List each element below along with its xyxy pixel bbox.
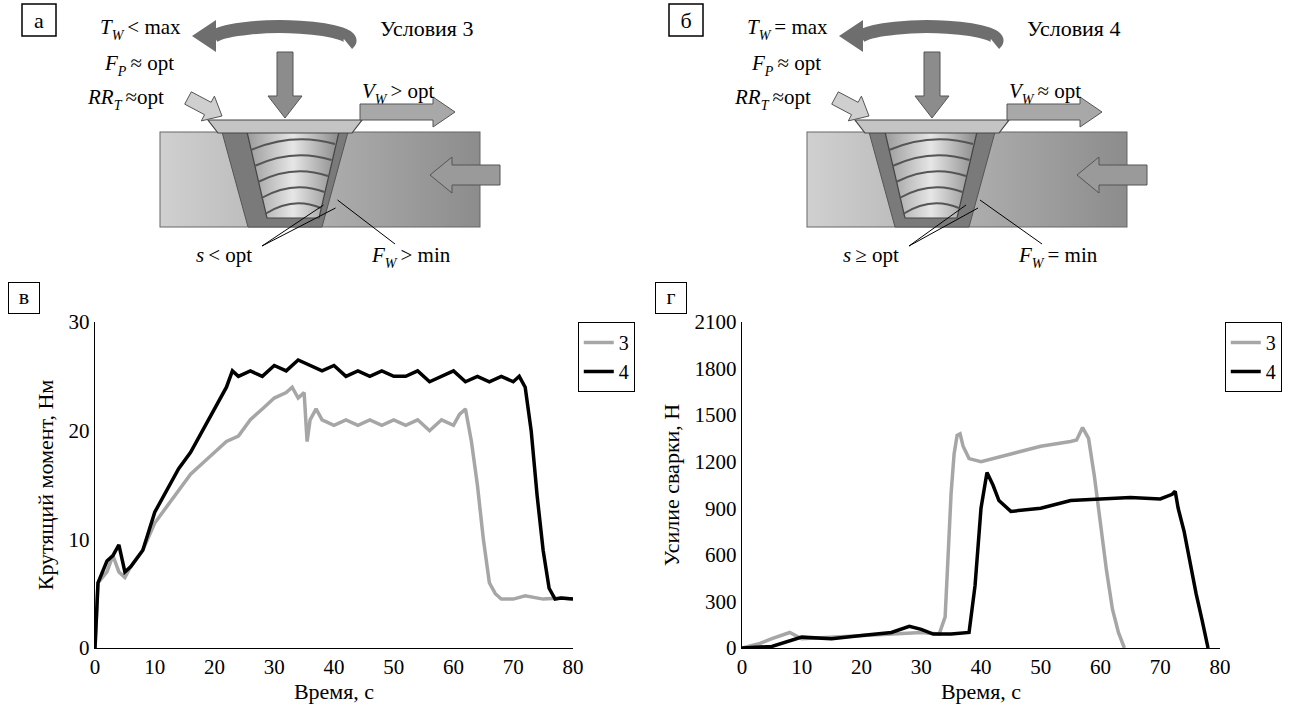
svg-text:50: 50 [1030, 655, 1051, 679]
html-text:в: в [18, 284, 30, 309]
svg-text:20: 20 [69, 419, 90, 443]
svg-text:70: 70 [1150, 655, 1171, 679]
svg-text:20: 20 [851, 655, 872, 679]
svg-text:0: 0 [726, 636, 737, 660]
svg-text:4: 4 [619, 361, 629, 383]
svg-text:80: 80 [563, 655, 584, 679]
svg-text:80: 80 [1210, 655, 1231, 679]
svg-text:4: 4 [1266, 361, 1276, 383]
svg-text:RRT≈opt: RRT≈opt [734, 85, 811, 113]
svg-text:1800: 1800 [695, 357, 737, 381]
svg-text:б: б [680, 8, 691, 33]
svg-text:1500: 1500 [695, 403, 737, 427]
svg-text:3: 3 [1266, 332, 1276, 354]
svg-text:30: 30 [69, 310, 90, 334]
svg-text:10: 10 [791, 655, 812, 679]
svg-text:40: 40 [971, 655, 992, 679]
svg-text:FW> min: FW> min [371, 243, 451, 271]
svg-text:RRT≈opt: RRT≈opt [87, 85, 164, 113]
svg-text:Усилие сварки, Н: Усилие сварки, Н [659, 404, 684, 567]
svg-text:3: 3 [619, 332, 629, 354]
svg-text:60: 60 [443, 655, 464, 679]
svg-text:FW= min: FW= min [1018, 243, 1098, 271]
svg-text:TW= max: TW= max [747, 15, 828, 43]
svg-text:FP≈ opt: FP≈ opt [104, 51, 174, 79]
svg-text:600: 600 [705, 543, 737, 567]
svg-text:VW> opt: VW> opt [362, 79, 435, 107]
svg-text:Условия 4: Условия 4 [1027, 16, 1120, 41]
svg-text:50: 50 [383, 655, 404, 679]
svg-text:300: 300 [705, 590, 737, 614]
svg-text:30: 30 [264, 655, 285, 679]
svg-text:Условия 3: Условия 3 [380, 16, 473, 41]
svg-text:0: 0 [737, 655, 748, 679]
svg-text:10: 10 [69, 528, 90, 552]
svg-text:30: 30 [911, 655, 932, 679]
svg-text:0: 0 [90, 655, 101, 679]
svg-text:Время, с: Время, с [294, 679, 374, 704]
svg-text:Время, с: Время, с [941, 679, 1021, 704]
svg-text:а: а [34, 8, 44, 33]
svg-text:TW< max: TW< max [100, 15, 181, 43]
svg-text:20: 20 [204, 655, 225, 679]
svg-text:VW≈ opt: VW≈ opt [1009, 79, 1081, 107]
svg-text:Крутящий момент, Нм: Крутящий момент, Нм [33, 380, 58, 591]
svg-text:FP≈ opt: FP≈ opt [751, 51, 821, 79]
html-text:г: г [666, 284, 676, 309]
svg-text:s< opt: s< opt [196, 243, 252, 267]
svg-text:40: 40 [324, 655, 345, 679]
svg-text:60: 60 [1090, 655, 1111, 679]
svg-text:0: 0 [79, 636, 90, 660]
svg-text:1200: 1200 [695, 450, 737, 474]
svg-text:s≥ opt: s≥ opt [843, 243, 899, 267]
svg-text:10: 10 [144, 655, 165, 679]
svg-text:2100: 2100 [695, 310, 737, 334]
svg-text:900: 900 [705, 497, 737, 521]
svg-text:70: 70 [503, 655, 524, 679]
